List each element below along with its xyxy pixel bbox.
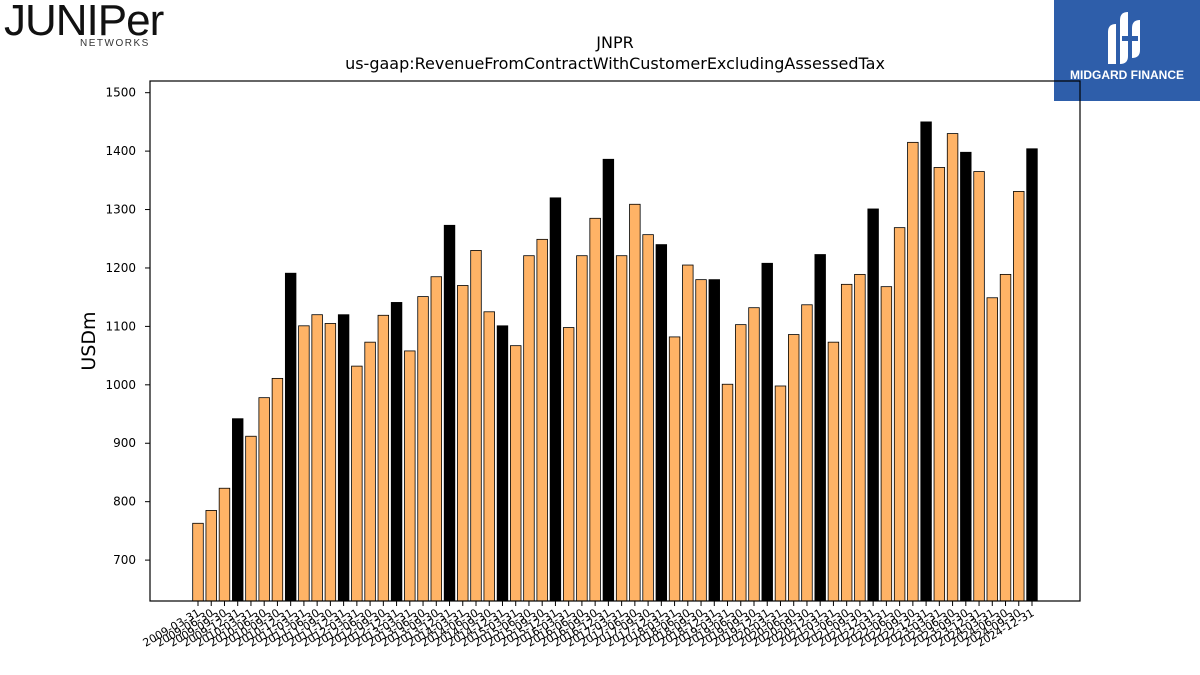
bar-2023-09-30 <box>960 151 972 602</box>
bar-2016-06-30 <box>576 255 588 602</box>
y-axis-label: USDm <box>78 311 100 370</box>
midgard-mark-icon <box>1108 12 1140 64</box>
y-axis: 700 800 900 1000 1100 1200 1300 1400 1500 <box>105 86 150 567</box>
bar-2021-12-31 <box>867 208 879 602</box>
bar-2016-12-31 <box>602 158 615 602</box>
bar-2024-03-31 <box>986 297 998 602</box>
bar-2023-12-31 <box>973 171 985 602</box>
bar-2017-12-31 <box>655 244 668 602</box>
bar-2016-09-30 <box>589 217 601 602</box>
bar-2020-06-30 <box>788 334 800 602</box>
bar-2020-09-30 <box>801 304 813 602</box>
bar-2023-06-30 <box>946 133 959 602</box>
bar-2014-06-30 <box>470 250 482 602</box>
chart-title: JNPR <box>596 33 634 52</box>
bar-2022-03-31 <box>880 286 893 602</box>
bar-2016-03-31 <box>562 327 575 602</box>
bar-2017-09-30 <box>642 234 654 602</box>
bar-2014-09-30 <box>483 311 495 602</box>
bar-2011-06-30 <box>311 314 323 602</box>
bar-2024-06-30 <box>999 273 1012 602</box>
bar-2015-03-31 <box>510 345 522 602</box>
bar-2018-03-31 <box>668 336 681 602</box>
bar-2012-06-30 <box>364 341 376 602</box>
x-axis: 2009-03-312009-06-302009-09-302009-12-31… <box>141 601 1037 650</box>
y-tick-label: 1400 <box>105 144 136 158</box>
bar-2009-12-31 <box>232 418 244 602</box>
bar-2011-09-30 <box>324 323 337 602</box>
bar-2012-03-31 <box>351 365 363 602</box>
bar-2024-12-31 <box>1026 148 1038 602</box>
y-tick-label: 1000 <box>105 378 136 392</box>
bar-2021-03-31 <box>827 341 840 602</box>
bar-2013-12-31 <box>443 224 456 602</box>
bar-2010-09-30 <box>271 377 284 602</box>
bar-2010-03-31 <box>245 435 257 602</box>
y-tick-label: 900 <box>113 436 136 450</box>
bar-2011-12-31 <box>337 314 350 602</box>
bar-2021-09-30 <box>854 273 866 602</box>
midgard-finance-name: MIDGARD FINANCE <box>1070 68 1184 82</box>
bar-2015-06-30 <box>523 255 535 602</box>
y-tick-label: 1300 <box>105 203 136 217</box>
plot-frame <box>149 80 1081 602</box>
y-tick-label: 1100 <box>105 319 136 333</box>
bar-2019-09-30 <box>748 307 760 602</box>
juniper-networks-logo: JUNIPer NETWORKS <box>4 0 164 50</box>
bar-2013-06-30 <box>417 296 429 602</box>
chart-title-block: JNPR us-gaap:RevenueFromContractWithCust… <box>150 32 1080 74</box>
bar-2017-03-31 <box>615 255 628 602</box>
bar-2012-09-30 <box>377 314 390 602</box>
bar-2020-03-31 <box>774 385 787 602</box>
bars-group <box>192 121 1038 602</box>
bar-2023-03-31 <box>933 167 946 602</box>
midgard-finance-logo: MIDGARD FINANCE <box>1054 0 1200 101</box>
y-tick-label: 700 <box>113 553 136 567</box>
juniper-networks-subtext: NETWORKS <box>80 38 150 49</box>
bar-2013-09-30 <box>430 276 442 602</box>
bar-2012-12-31 <box>390 302 403 602</box>
bar-2018-12-31 <box>708 279 720 602</box>
bar-2015-09-30 <box>536 238 548 602</box>
y-tick-label: 800 <box>113 495 136 509</box>
bar-2014-03-31 <box>457 285 469 602</box>
bar-2010-12-31 <box>284 272 297 602</box>
bar-2022-09-30 <box>907 141 919 602</box>
bar-2019-03-31 <box>721 383 734 602</box>
bar-2024-09-30 <box>1013 191 1025 602</box>
bar-2009-03-31 <box>192 522 204 602</box>
bar-2009-09-30 <box>218 487 231 602</box>
bar-2013-03-31 <box>404 350 416 602</box>
y-tick-label: 1200 <box>105 261 136 275</box>
y-tick-label: 1500 <box>105 86 136 100</box>
bar-2014-12-31 <box>496 325 509 602</box>
bar-2017-06-30 <box>629 203 641 602</box>
bar-2011-03-31 <box>298 325 310 602</box>
bar-2018-06-30 <box>682 264 694 602</box>
bar-2019-06-30 <box>735 324 747 602</box>
bar-2022-06-30 <box>893 227 906 602</box>
bar-2015-12-31 <box>549 197 562 602</box>
bar-2021-06-30 <box>840 283 853 602</box>
juniper-wordmark: JUNIPer <box>4 0 164 45</box>
bar-2019-12-31 <box>761 262 773 602</box>
bar-2018-09-30 <box>695 279 707 602</box>
bar-2020-12-31 <box>814 254 826 602</box>
bar-2022-12-31 <box>920 121 932 602</box>
chart-subtitle: us-gaap:RevenueFromContractWithCustomerE… <box>345 54 885 73</box>
bar-2010-06-30 <box>258 397 270 602</box>
bar-2009-06-30 <box>205 510 217 602</box>
